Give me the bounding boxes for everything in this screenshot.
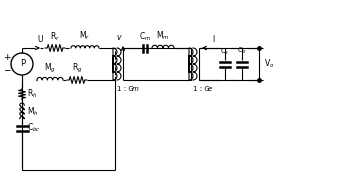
Text: 1 : G: 1 : G	[117, 86, 134, 92]
Text: R$_h$: R$_h$	[27, 88, 37, 100]
Text: e: e	[208, 86, 212, 92]
Text: C$_s$: C$_s$	[220, 47, 230, 57]
Text: P: P	[20, 59, 26, 68]
Text: C$_m$: C$_m$	[139, 30, 151, 43]
Text: +: +	[3, 54, 11, 62]
Text: m: m	[132, 86, 139, 92]
Text: M$_r$: M$_r$	[79, 30, 91, 42]
Text: R$_g$: R$_g$	[72, 62, 82, 75]
Text: C$_p$: C$_p$	[237, 45, 247, 57]
Text: I: I	[212, 35, 214, 44]
Text: M$_h$: M$_h$	[27, 106, 39, 118]
Text: C$_{bc}$: C$_{bc}$	[27, 122, 41, 134]
Text: U: U	[37, 35, 42, 44]
Text: 1 : G: 1 : G	[193, 86, 210, 92]
Text: M$_g$: M$_g$	[44, 62, 56, 75]
Text: M$_m$: M$_m$	[156, 30, 170, 42]
Text: −: −	[3, 65, 11, 74]
Text: V$_o$: V$_o$	[264, 58, 274, 70]
Text: R$_r$: R$_r$	[50, 30, 60, 43]
Text: v: v	[117, 33, 121, 42]
